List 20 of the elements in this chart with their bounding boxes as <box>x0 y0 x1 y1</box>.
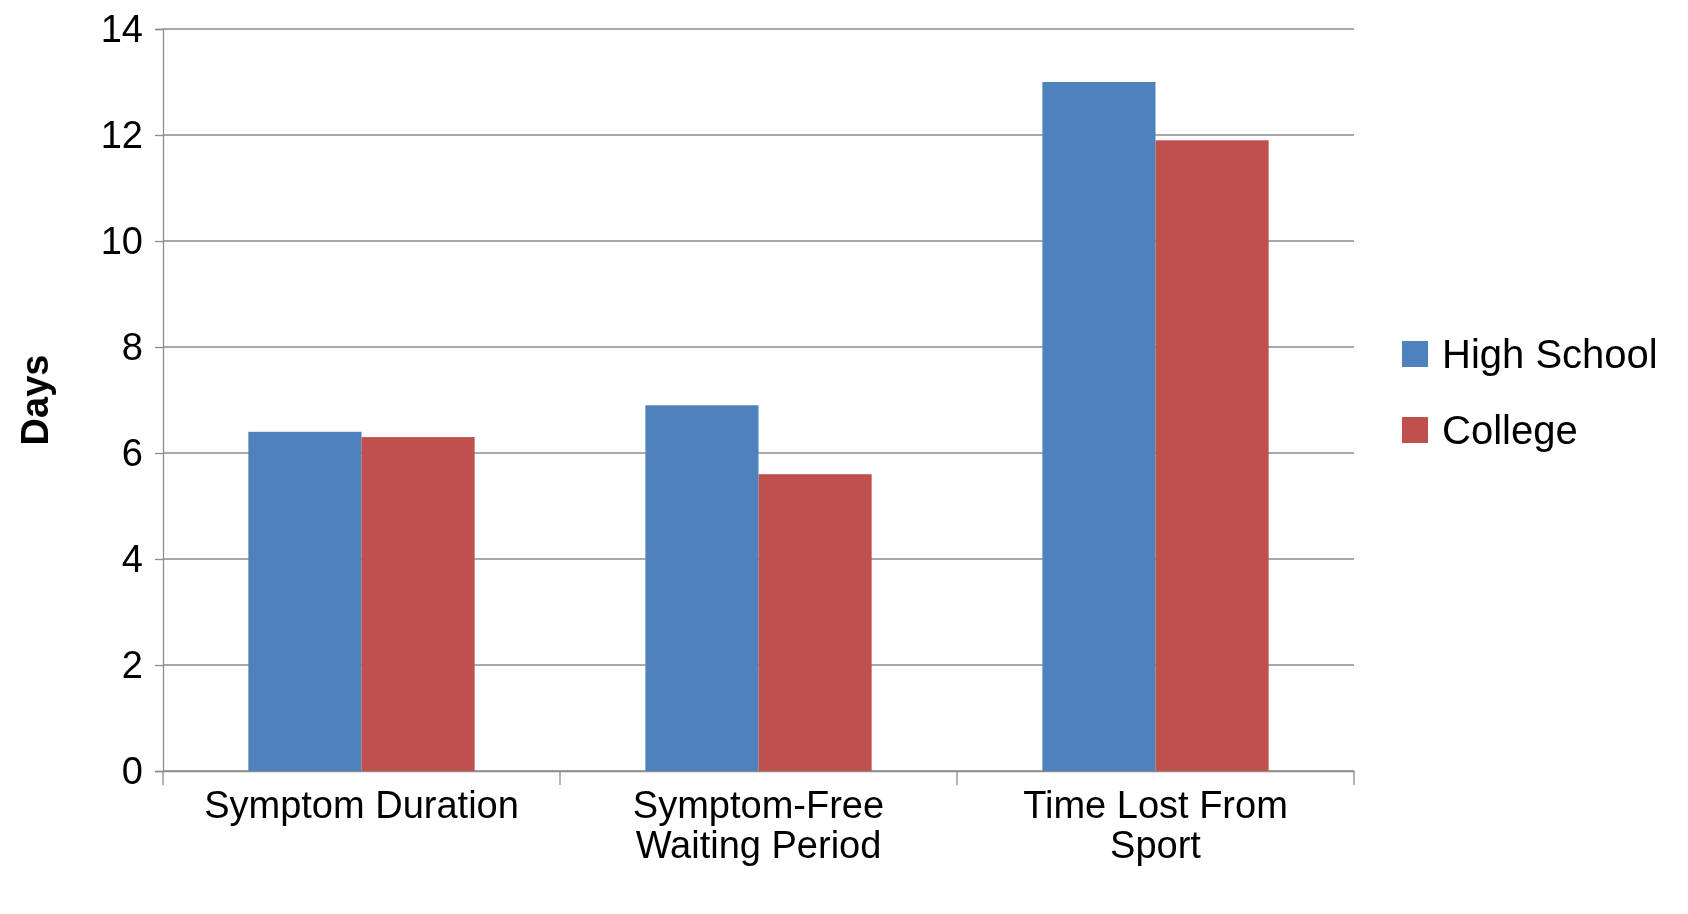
y-tick-label: 8 <box>121 325 143 368</box>
bar <box>1155 140 1269 771</box>
bar <box>248 431 362 771</box>
y-tick-label: 12 <box>100 113 143 156</box>
x-tick-label: Symptom Duration <box>204 783 519 826</box>
bar <box>645 405 759 771</box>
y-axis-title: Days <box>14 354 56 446</box>
bar <box>758 474 872 771</box>
x-tick-label: Time Lost From Sport <box>1023 783 1288 866</box>
bar <box>1042 82 1156 771</box>
y-tick-label: 0 <box>121 749 143 792</box>
y-tick-label: 4 <box>121 537 143 580</box>
legend-label: High School <box>1442 332 1658 376</box>
bar <box>361 437 475 771</box>
legend-label: College <box>1442 408 1578 452</box>
y-tick-label: 6 <box>121 431 143 474</box>
y-tick-label: 10 <box>100 219 143 262</box>
x-tick-label: Symptom-Free Waiting Period <box>632 783 885 866</box>
y-tick-label: 14 <box>100 7 143 50</box>
y-tick-label: 2 <box>121 643 143 686</box>
